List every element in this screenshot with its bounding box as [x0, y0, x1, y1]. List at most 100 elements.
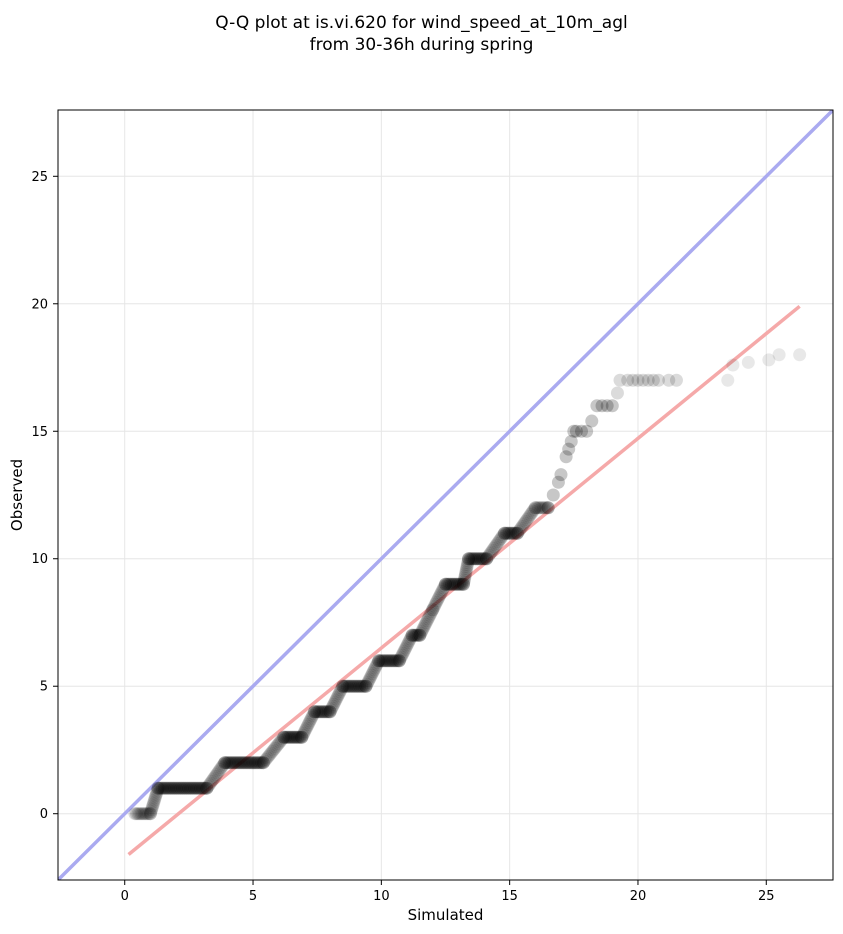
x-tick-label: 10 [373, 889, 390, 904]
data-point [134, 807, 148, 821]
data-point [370, 657, 384, 671]
data-point [252, 756, 266, 770]
data-point [284, 730, 298, 744]
data-point [375, 654, 389, 668]
data-point [402, 634, 416, 648]
y-tick-label: 25 [31, 170, 48, 185]
data-point [438, 579, 452, 593]
data-point [440, 577, 454, 591]
data-point [163, 781, 177, 795]
data-point [476, 552, 490, 566]
data-point [392, 654, 406, 668]
data-point [325, 701, 339, 715]
data-point [466, 552, 480, 566]
data-point [200, 781, 214, 795]
data-point [439, 577, 452, 591]
data-point [166, 781, 180, 795]
data-point [741, 355, 755, 369]
data-point [218, 756, 232, 770]
data-point [303, 714, 317, 728]
data-point [332, 687, 346, 701]
data-point [362, 674, 376, 688]
data-point [324, 703, 338, 717]
data-point [478, 552, 492, 566]
data-point [502, 526, 516, 540]
data-point [494, 531, 508, 545]
points-layer [128, 348, 807, 821]
data-point [300, 719, 314, 733]
data-point [519, 514, 533, 528]
data-point [270, 738, 284, 752]
data-point [321, 705, 335, 719]
data-point [364, 668, 378, 682]
data-point [510, 526, 524, 540]
data-point [335, 681, 349, 695]
axis-ticks: 0 5 10 15 20 25 0 5 10 15 20 25 [31, 170, 774, 904]
data-point [384, 654, 398, 668]
data-point [378, 654, 392, 668]
data-point [331, 688, 345, 702]
data-point [512, 525, 526, 539]
data-point [442, 577, 456, 591]
data-point [433, 588, 447, 602]
data-point [366, 665, 380, 679]
data-point [246, 756, 260, 770]
data-point [446, 577, 460, 591]
data-point [323, 705, 337, 719]
data-point [289, 730, 303, 744]
data-point [241, 756, 255, 770]
data-point [499, 526, 513, 540]
data-point [506, 526, 520, 540]
data-point [147, 795, 161, 809]
data-point [263, 748, 277, 762]
data-point [646, 373, 660, 387]
data-point [501, 526, 515, 540]
data-point [301, 717, 315, 731]
data-point [392, 654, 406, 668]
data-point [435, 585, 449, 599]
data-point [461, 554, 475, 568]
data-point [183, 781, 197, 795]
data-point [308, 705, 322, 719]
data-point [200, 781, 214, 795]
identity-line [58, 110, 833, 880]
data-point [417, 619, 431, 633]
data-point [468, 552, 482, 566]
data-point [285, 730, 299, 744]
data-point [297, 727, 311, 741]
data-point [128, 807, 142, 821]
data-point [456, 577, 470, 591]
data-point [340, 679, 354, 693]
data-point [496, 528, 510, 542]
data-point [153, 781, 167, 795]
data-point [353, 679, 367, 693]
data-point [489, 538, 503, 552]
data-point [428, 597, 442, 611]
data-point [175, 781, 189, 795]
data-point [201, 780, 215, 794]
data-point [171, 781, 185, 795]
data-point [222, 756, 236, 770]
data-point [626, 373, 640, 387]
data-point [365, 666, 379, 680]
data-point [463, 552, 477, 566]
data-point [171, 781, 185, 795]
data-point [295, 730, 309, 744]
data-point [336, 679, 350, 693]
data-point [159, 781, 173, 795]
data-point [306, 708, 320, 722]
data-point [486, 543, 500, 557]
data-point [287, 730, 301, 744]
data-point [460, 562, 474, 576]
data-point [155, 781, 169, 795]
data-point [329, 692, 343, 706]
data-point [510, 526, 524, 540]
data-point [326, 699, 340, 713]
data-point [376, 654, 390, 668]
data-point [446, 577, 460, 591]
data-point [380, 654, 394, 668]
data-point [373, 654, 387, 668]
data-point [348, 679, 362, 693]
data-point [396, 646, 410, 660]
data-point [182, 781, 196, 795]
